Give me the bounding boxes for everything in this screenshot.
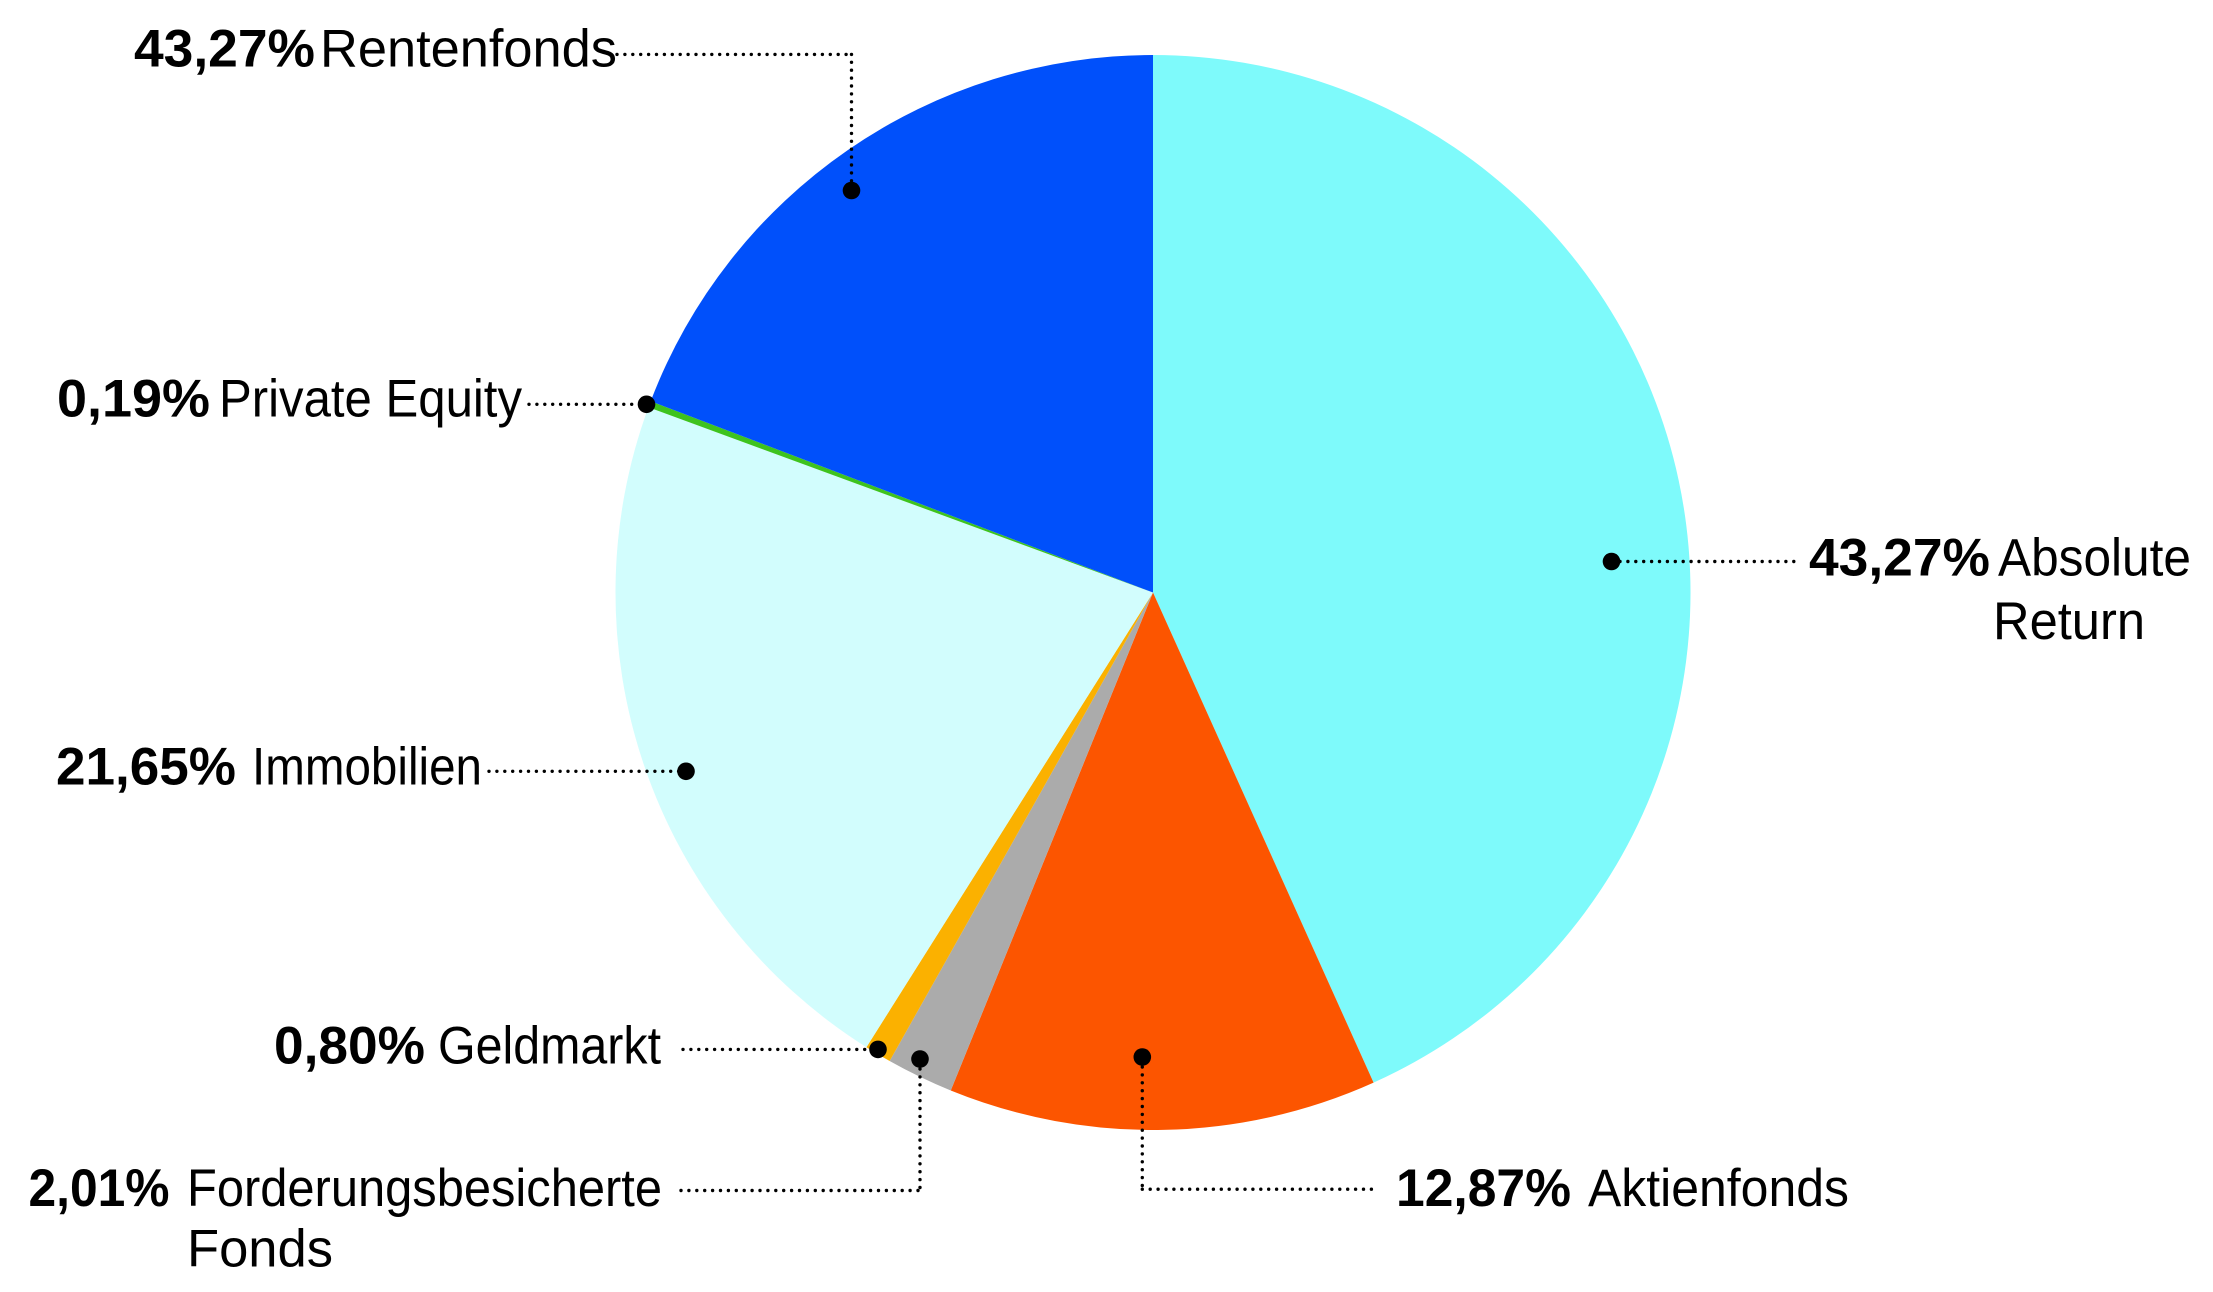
svg-text:Rentenfonds: Rentenfonds — [320, 20, 617, 79]
svg-text:43,27%: 43,27% — [134, 20, 315, 79]
svg-text:12,87%: 12,87% — [1396, 1159, 1571, 1218]
svg-text:Forderungsbesicherte: Forderungsbesicherte — [187, 1159, 662, 1218]
svg-text:Aktienfonds: Aktienfonds — [1588, 1159, 1849, 1218]
svg-text:Return: Return — [1993, 592, 2145, 651]
svg-text:Private Equity: Private Equity — [219, 369, 522, 428]
svg-text:Geldmarkt: Geldmarkt — [438, 1017, 661, 1076]
svg-text:21,65%: 21,65% — [56, 737, 236, 796]
svg-text:2,01%: 2,01% — [29, 1159, 170, 1218]
svg-text:43,27%: 43,27% — [1809, 528, 1990, 587]
svg-text:Fonds: Fonds — [187, 1220, 333, 1279]
svg-text:Immobilien: Immobilien — [252, 737, 482, 796]
svg-text:0,19%: 0,19% — [57, 369, 210, 428]
svg-text:Absolute: Absolute — [1998, 528, 2191, 587]
svg-text:0,80%: 0,80% — [274, 1017, 425, 1076]
